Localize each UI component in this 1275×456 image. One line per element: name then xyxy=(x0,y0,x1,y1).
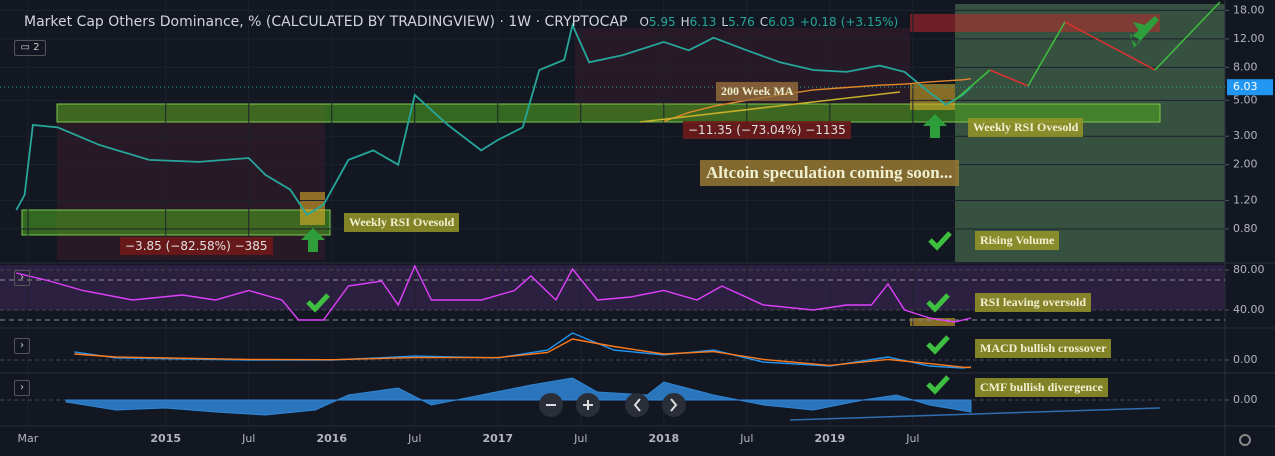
ohlc-key: L xyxy=(721,15,729,29)
y-tick-label: 8.00 xyxy=(1233,60,1258,73)
y-tick-label: 3.00 xyxy=(1233,129,1258,142)
area xyxy=(65,377,972,416)
x-tick-label: Jul xyxy=(905,432,919,445)
x-tick-label: 2017 xyxy=(482,432,513,445)
support-zone xyxy=(56,103,1161,123)
scroll-left[interactable] xyxy=(625,393,649,417)
layout-count: 2 xyxy=(33,42,40,53)
x-tick-label: Jul xyxy=(407,432,421,445)
x-tick-label: 2018 xyxy=(649,432,680,445)
line xyxy=(74,338,972,369)
ohlc-value: 6.03 xyxy=(768,15,795,29)
last-price-label: 6.03 xyxy=(1233,80,1258,93)
scroll-left-icon xyxy=(633,398,641,412)
checkmark xyxy=(928,231,952,251)
collapse-button[interactable]: › xyxy=(14,338,30,354)
collapse-button[interactable]: › xyxy=(14,380,30,396)
x-tick-label: 2016 xyxy=(316,432,347,445)
annotation: Weekly RSI Ovesold xyxy=(344,213,460,232)
zoom-in-icon xyxy=(583,400,593,410)
x-tick-label: Jul xyxy=(241,432,255,445)
highlight-box xyxy=(300,192,325,225)
y-tick-label: 80.00 xyxy=(1233,263,1265,276)
checkmark xyxy=(926,375,950,395)
settings[interactable] xyxy=(1239,434,1251,446)
up-arrows xyxy=(301,114,947,252)
checkmarks xyxy=(306,231,952,395)
ma-label: 200 Week MA xyxy=(716,82,799,101)
line xyxy=(16,264,972,323)
annotation: −3.85 (−82.58%) −385 xyxy=(120,237,273,255)
checkmark xyxy=(926,335,950,355)
annotation: Weekly RSI Ovesold xyxy=(968,118,1084,137)
x-tick-label: 2015 xyxy=(150,432,181,445)
ohlc-key: C xyxy=(759,15,769,29)
annotation: −11.35 (−73.04%) −1135 xyxy=(683,121,851,139)
y-tick-label: 12.00 xyxy=(1233,32,1265,45)
highlight-box xyxy=(910,84,955,110)
arrow xyxy=(1027,21,1066,87)
trend-line xyxy=(639,91,901,123)
plot: Mar 2015 Jul 2016 Jul 2017 Jul 2018 Jul 2019 Jul 0.… xyxy=(0,0,1273,445)
change: +0.18 xyxy=(799,15,837,29)
title: Market Cap Others Dominance, % (CALCULAT… xyxy=(24,14,496,30)
ohlc-value: 5.95 xyxy=(648,15,676,29)
change-pct: (+3.15%) xyxy=(840,15,899,29)
ohlc: O5.95 H6.13 L5.76 C6.03 +0.18 (+3.15%) xyxy=(639,15,898,29)
y-tick-label: 18.00 xyxy=(1233,3,1265,16)
layout-button[interactable]: ▭ 2 xyxy=(14,40,46,56)
x-tick-label: Jul xyxy=(573,432,587,445)
ohlc-key: O xyxy=(639,15,649,29)
arrow xyxy=(989,69,1029,87)
ohlc-key: H xyxy=(680,15,690,29)
y-tick-label: 0.00 xyxy=(1233,393,1258,406)
arrow xyxy=(1064,21,1156,71)
annotation: RSI leaving oversold xyxy=(975,293,1092,312)
line xyxy=(74,332,972,369)
checkmark xyxy=(926,293,950,313)
y-tick-label: 2.00 xyxy=(1233,158,1258,171)
projection-arrows xyxy=(639,1,1221,421)
annotation: Altcoin speculation coming soon... xyxy=(700,160,959,186)
line xyxy=(663,78,972,123)
checkmark xyxy=(306,293,330,313)
highlight-box xyxy=(910,318,955,326)
y-tick-label: 5.00 xyxy=(1233,93,1258,106)
last-price-badge xyxy=(1227,79,1273,96)
header: Market Cap Others Dominance, % (CALCULAT… xyxy=(24,14,899,30)
support-zone xyxy=(21,209,331,236)
y-tick-label: 0.80 xyxy=(1233,222,1258,235)
up-arrow xyxy=(301,228,325,252)
plane-icon xyxy=(1130,16,1159,48)
arrow xyxy=(954,69,991,101)
source: CRYPTOCAP xyxy=(544,14,628,30)
ohlc-value: 6.13 xyxy=(689,15,717,29)
y-tick-label: 1.20 xyxy=(1233,194,1258,207)
trend-line xyxy=(789,407,1161,421)
ohlc-value: 5.76 xyxy=(728,15,755,29)
scroll-right[interactable] xyxy=(662,393,686,417)
arrow xyxy=(1154,1,1221,71)
collapse-button[interactable]: › xyxy=(14,270,30,286)
line xyxy=(15,22,972,217)
toolbar xyxy=(539,393,1251,446)
annotation: CMF bullish divergence xyxy=(975,378,1108,397)
plane xyxy=(1130,16,1159,48)
scroll-right-icon xyxy=(670,398,678,412)
annotation: MACD bullish crossover xyxy=(975,339,1112,358)
x-tick-label: Jul xyxy=(739,432,753,445)
x-tick-label: 2019 xyxy=(815,432,846,445)
up-arrow xyxy=(923,114,947,138)
y-tick-label: 0.00 xyxy=(1233,353,1258,366)
x-tick-label: Mar xyxy=(18,432,39,445)
y-tick-label: 40.00 xyxy=(1233,303,1265,316)
annotation: Rising Volume xyxy=(975,231,1060,250)
resistance-zone xyxy=(910,14,1160,32)
interval: 1W xyxy=(508,14,532,30)
